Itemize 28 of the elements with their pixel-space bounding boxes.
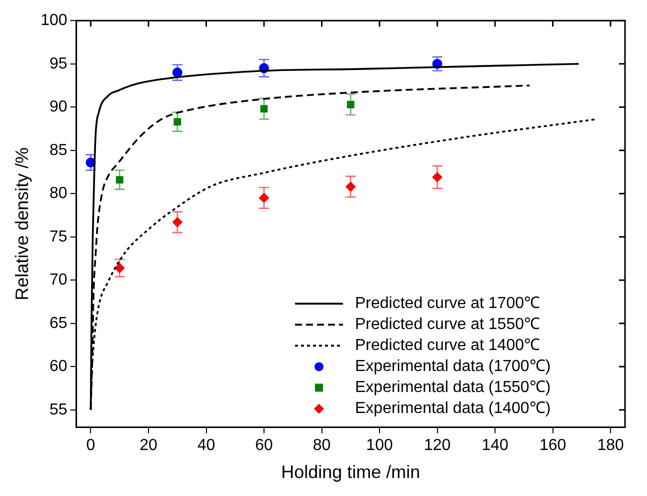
x-tick-label: 40 [197,437,216,454]
legend-label: Experimental data (1550℃) [355,379,551,396]
y-tick-label: 90 [50,98,68,116]
x-axis-title: Holding time /min [281,462,420,482]
y-tick-label: 100 [40,12,68,30]
y-tick-label: 70 [50,272,68,289]
y-tick-label: 95 [50,55,68,72]
x-tick-label: 140 [482,437,508,454]
x-tick-label: 80 [312,437,331,454]
y-tick-label: 60 [50,358,68,376]
legend-label: Experimental data (1400℃) [355,400,551,418]
y-axis-title: Relative density /% [12,147,32,300]
x-tick-label: 20 [140,437,158,454]
y-tick-label: 55 [50,401,68,418]
y-tick-label: 80 [50,185,68,202]
x-tick-label: 100 [366,437,393,454]
x-tick-label: 180 [597,437,624,454]
y-tick-label: 75 [50,228,68,246]
x-tick-label: 160 [539,437,566,454]
y-tick-label: 85 [50,142,68,159]
legend-label: Experimental data (1700℃) [355,358,551,376]
legend-label: Predicted curve at 1700℃ [355,295,540,312]
x-tick-label: 0 [86,437,96,454]
y-tick-label: 65 [50,314,68,332]
x-tick-label: 60 [255,437,274,454]
legend-label: Predicted curve at 1400℃ [355,337,540,354]
legend-label: Predicted curve at 1550℃ [355,316,540,334]
x-tick-label: 120 [424,437,451,454]
